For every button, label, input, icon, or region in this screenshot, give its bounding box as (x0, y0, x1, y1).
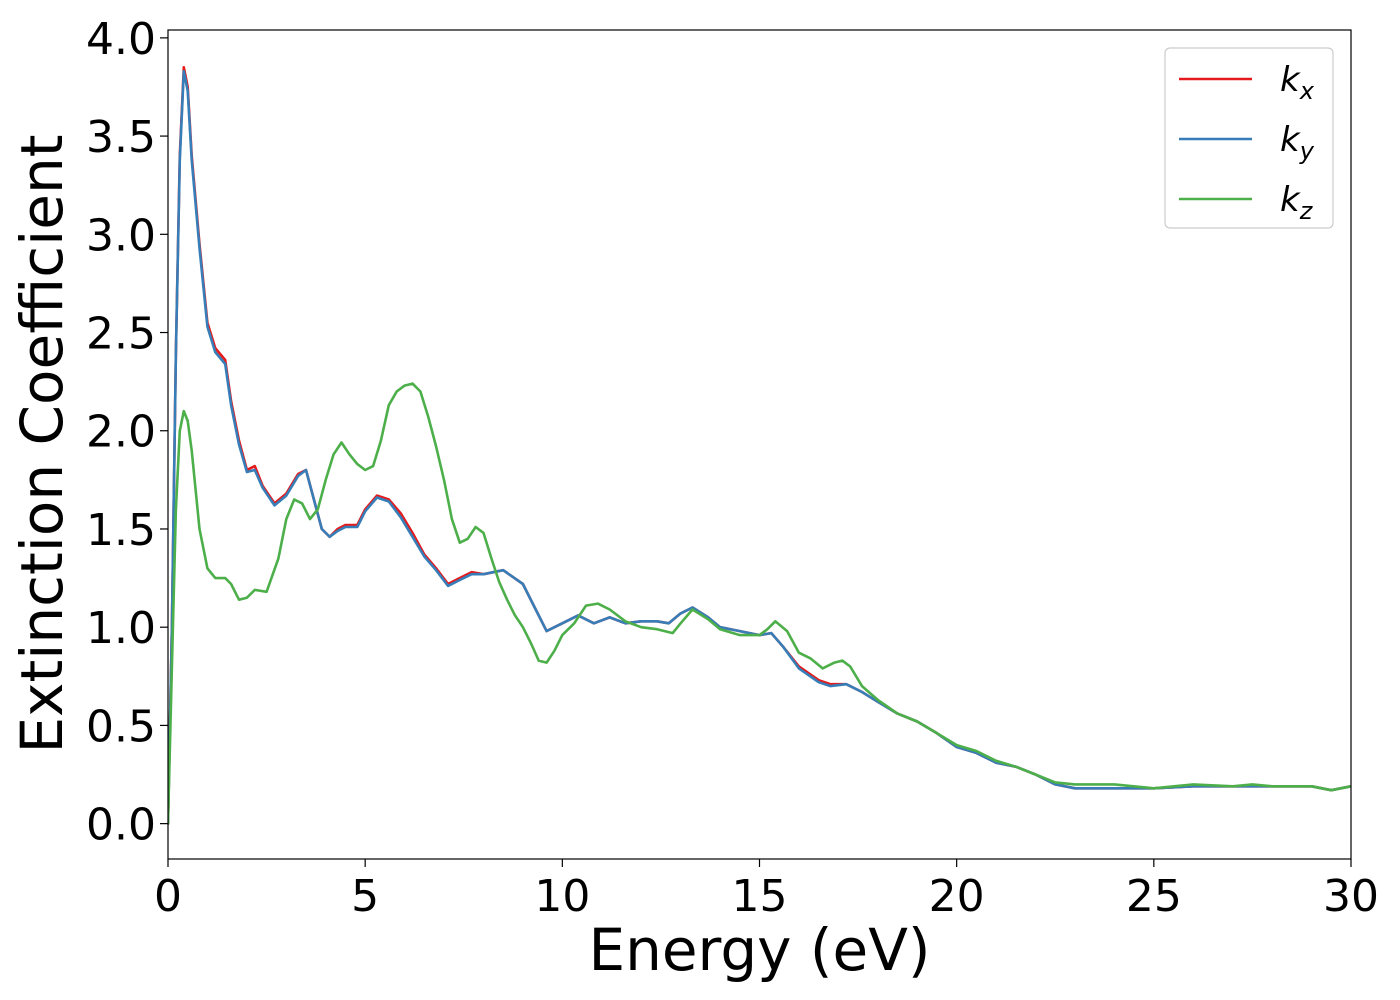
x-tick-label: 30 (1323, 871, 1379, 922)
series-line-y (168, 70, 1351, 825)
series-layer (168, 66, 1351, 825)
y-tick-label: 4.0 (86, 14, 156, 65)
x-tick-label: 15 (732, 871, 788, 922)
y-tick-label: 2.5 (86, 309, 156, 360)
y-axis-label: Extinction Coefficient (8, 135, 76, 754)
y-tick-label: 1.5 (86, 505, 156, 556)
y-tick-label: 3.5 (86, 112, 156, 163)
x-axis: 0 5 10 15 20 25 30 (154, 859, 1379, 922)
x-tick-label: 5 (351, 871, 379, 922)
x-tick-label: 20 (929, 871, 985, 922)
y-tick-label: 0.5 (86, 701, 156, 752)
x-tick-label: 10 (534, 871, 590, 922)
y-tick-label: 1.0 (86, 603, 156, 654)
x-tick-label: 0 (154, 871, 182, 922)
y-axis: 0.0 0.5 1.0 1.5 2.0 2.5 3.0 3.5 4.0 (86, 14, 168, 851)
y-tick-label: 0.0 (86, 800, 156, 851)
y-tick-label: 2.0 (86, 407, 156, 458)
x-axis-label: Energy (eV) (588, 916, 930, 984)
series-line-z (168, 382, 1351, 825)
x-tick-label: 25 (1126, 871, 1182, 922)
y-tick-label: 3.0 (86, 210, 156, 261)
